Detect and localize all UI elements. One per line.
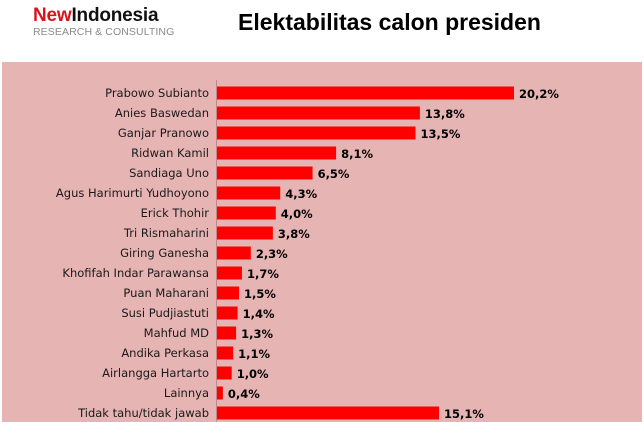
bar-tri-rismaharini bbox=[217, 226, 273, 240]
value-label-puan-maharani: 1,5% bbox=[244, 287, 276, 301]
chart-title: Elektabilitas calon presiden bbox=[238, 9, 541, 35]
bar-agus-harimurti-yudhoyono bbox=[217, 186, 281, 200]
category-label-giring-ganesha: Giring Ganesha bbox=[120, 246, 209, 260]
category-axis-line bbox=[216, 80, 217, 422]
value-label-khofifah-indar-parawansa: 1,7% bbox=[247, 267, 279, 281]
category-label-prabowo-subianto: Prabowo Subianto bbox=[105, 86, 209, 100]
value-label-mahfud-md: 1,3% bbox=[241, 327, 273, 341]
value-label-prabowo-subianto: 20,2% bbox=[519, 87, 559, 101]
value-label-susi-pudjiastuti: 1,4% bbox=[243, 307, 275, 321]
logo-brand-indonesia: Indonesia bbox=[71, 5, 159, 26]
bar-andika-perkasa bbox=[217, 346, 234, 360]
bar-erick-thohir bbox=[217, 206, 276, 220]
bar-susi-pudjiastuti bbox=[217, 306, 238, 320]
bar-anies-baswedan bbox=[217, 106, 420, 120]
chart-background bbox=[2, 62, 642, 422]
bar-khofifah-indar-parawansa bbox=[217, 266, 242, 280]
bar-giring-ganesha bbox=[217, 246, 251, 260]
category-label-agus-harimurti-yudhoyono: Agus Harimurti Yudhoyono bbox=[56, 186, 209, 200]
bar-mahfud-md bbox=[217, 326, 237, 340]
category-label-ganjar-pranowo: Ganjar Pranowo bbox=[118, 126, 209, 140]
logo-wordmark: NewIndonesia bbox=[33, 6, 174, 26]
category-label-andika-perkasa: Andika Perkasa bbox=[121, 346, 209, 360]
bar-airlangga-hartarto bbox=[217, 366, 232, 380]
category-label-khofifah-indar-parawansa: Khofifah Indar Parawansa bbox=[62, 266, 209, 280]
category-label-erick-thohir: Erick Thohir bbox=[141, 206, 210, 220]
value-label-airlangga-hartarto: 1,0% bbox=[237, 367, 269, 381]
header: NewIndonesia RESEARCH & CONSULTING Elekt… bbox=[0, 0, 644, 58]
value-label-ganjar-pranowo: 13,5% bbox=[420, 127, 460, 141]
category-label-anies-baswedan: Anies Baswedan bbox=[115, 106, 209, 120]
category-label-susi-pudjiastuti: Susi Pudjiastuti bbox=[121, 306, 209, 320]
category-label-puan-maharani: Puan Maharani bbox=[123, 286, 209, 300]
bar-lainnya bbox=[217, 386, 223, 400]
newindonesia-logo: NewIndonesia RESEARCH & CONSULTING bbox=[33, 6, 174, 38]
category-label-ridwan-kamil: Ridwan Kamil bbox=[131, 146, 209, 160]
value-label-agus-harimurti-yudhoyono: 4,3% bbox=[285, 187, 317, 201]
value-label-ridwan-kamil: 8,1% bbox=[341, 147, 373, 161]
bar-tidak-tahu-tidak-jawab bbox=[217, 406, 440, 420]
bar-sandiaga-uno bbox=[217, 166, 313, 180]
value-label-lainnya: 0,4% bbox=[228, 387, 260, 401]
category-label-lainnya: Lainnya bbox=[164, 386, 209, 400]
value-label-tri-rismaharini: 3,8% bbox=[278, 227, 310, 241]
chart-panel: Prabowo Subianto 20,2% Anies Baswedan 13,8%… bbox=[0, 62, 644, 422]
value-label-giring-ganesha: 2,3% bbox=[256, 247, 288, 261]
bar-ridwan-kamil bbox=[217, 146, 337, 160]
category-label-mahfud-md: Mahfud MD bbox=[144, 326, 209, 340]
value-label-anies-baswedan: 13,8% bbox=[425, 107, 465, 121]
bar-ganjar-pranowo bbox=[217, 126, 416, 140]
category-label-sandiaga-uno: Sandiaga Uno bbox=[129, 166, 209, 180]
bar-chart: Prabowo Subianto 20,2% Anies Baswedan 13,8%… bbox=[56, 86, 559, 421]
bar-puan-maharani bbox=[217, 286, 240, 300]
category-label-tidak-tahu-tidak-jawab: Tidak tahu/tidak jawab bbox=[77, 406, 209, 420]
category-label-airlangga-hartarto: Airlangga Hartarto bbox=[102, 366, 209, 380]
bar-prabowo-subianto bbox=[217, 86, 514, 100]
value-label-andika-perkasa: 1,1% bbox=[238, 347, 270, 361]
logo-brand-new: New bbox=[33, 5, 72, 26]
value-label-erick-thohir: 4,0% bbox=[281, 207, 313, 221]
logo-tagline: RESEARCH & CONSULTING bbox=[33, 26, 175, 38]
category-label-tri-rismaharini: Tri Rismaharini bbox=[123, 226, 209, 240]
value-label-sandiaga-uno: 6,5% bbox=[318, 167, 350, 181]
value-label-tidak-tahu-tidak-jawab: 15,1% bbox=[444, 407, 484, 421]
